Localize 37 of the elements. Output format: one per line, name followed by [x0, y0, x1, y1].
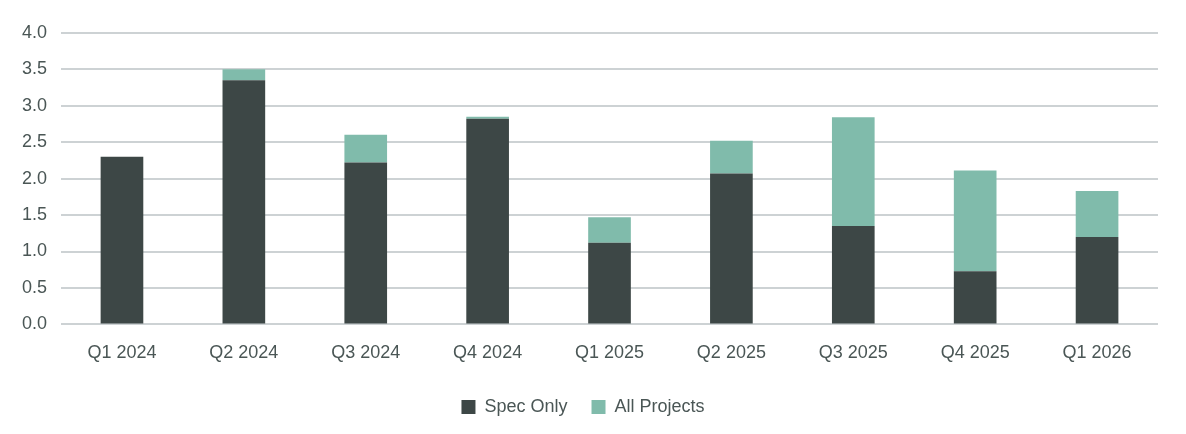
bar	[466, 116, 509, 119]
bar	[222, 69, 266, 81]
x-tick-label: Q3 2025	[818, 342, 888, 363]
bar	[466, 118, 509, 324]
y-tick-label: 4.0	[21, 21, 48, 42]
bar	[588, 217, 631, 243]
y-tick-label: 0.5	[21, 276, 48, 297]
y-tick-label: 0.0	[21, 313, 48, 334]
x-tick-label: Q1 2024	[87, 342, 157, 363]
bar	[710, 140, 753, 174]
y-tick-label: 1.5	[21, 204, 48, 225]
x-tick-label: Q2 2024	[209, 342, 279, 363]
y-tick-label: 3.0	[21, 94, 48, 115]
x-tick-label: Q1 2026	[1062, 342, 1132, 363]
x-tick-label: Q4 2024	[453, 342, 523, 363]
bar	[1075, 190, 1119, 237]
bar	[344, 134, 388, 163]
bar	[831, 225, 875, 324]
bar	[710, 173, 753, 324]
bar	[953, 170, 997, 272]
legend-label: All Projects	[614, 395, 705, 416]
x-tick-label: Q4 2025	[940, 342, 1010, 363]
y-tick-label: 2.5	[21, 131, 48, 152]
x-tick-label: Q1 2025	[574, 342, 645, 363]
bar	[222, 80, 266, 324]
y-tick-label: 1.0	[21, 240, 48, 261]
x-tick-label: Q3 2024	[331, 342, 401, 363]
y-tick-label: 3.5	[21, 58, 48, 79]
bar	[588, 242, 631, 324]
bar	[1075, 236, 1119, 324]
legend-label: Spec Only	[484, 395, 568, 416]
bar	[831, 117, 875, 226]
y-tick-label: 2.0	[21, 167, 48, 188]
bar	[100, 156, 144, 324]
x-tick-label: Q2 2025	[696, 342, 766, 363]
bar	[344, 162, 388, 324]
bar	[953, 271, 997, 324]
